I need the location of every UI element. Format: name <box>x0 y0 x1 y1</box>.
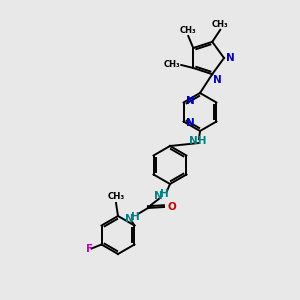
Text: CH₃: CH₃ <box>180 26 196 35</box>
Text: N: N <box>154 191 162 201</box>
Text: N: N <box>185 118 194 128</box>
Text: H: H <box>160 189 168 199</box>
Text: N: N <box>185 97 194 106</box>
Text: N: N <box>124 214 134 224</box>
Text: N: N <box>213 75 222 85</box>
Text: N: N <box>226 53 235 63</box>
Text: O: O <box>168 202 177 212</box>
Text: CH₃: CH₃ <box>164 61 180 70</box>
Text: CH₃: CH₃ <box>212 20 229 29</box>
Text: F: F <box>86 244 93 254</box>
Text: H: H <box>130 212 140 222</box>
Text: NH: NH <box>189 136 207 146</box>
Text: CH₃: CH₃ <box>107 192 124 201</box>
